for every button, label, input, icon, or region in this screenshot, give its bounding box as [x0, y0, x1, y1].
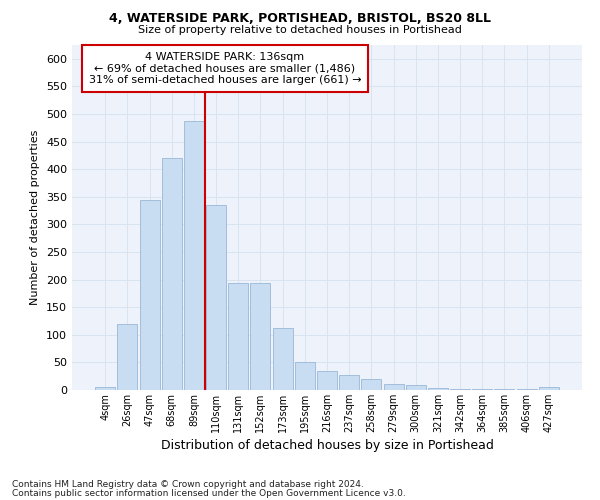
Bar [228, 284, 248, 390]
Text: 4 WATERSIDE PARK: 136sqm
← 69% of detached houses are smaller (1,486)
31% of sem: 4 WATERSIDE PARK: 136sqm ← 69% of detach… [89, 52, 361, 85]
Bar [95, 387, 115, 390]
Bar [383, 384, 404, 390]
Text: 4, WATERSIDE PARK, PORTISHEAD, BRISTOL, BS20 8LL: 4, WATERSIDE PARK, PORTISHEAD, BRISTOL, … [109, 12, 491, 26]
Bar [118, 324, 137, 390]
Bar [539, 387, 559, 390]
Bar [295, 362, 315, 390]
Bar [517, 389, 536, 390]
X-axis label: Distribution of detached houses by size in Portishead: Distribution of detached houses by size … [161, 439, 493, 452]
Text: Size of property relative to detached houses in Portishead: Size of property relative to detached ho… [138, 25, 462, 35]
Text: Contains public sector information licensed under the Open Government Licence v3: Contains public sector information licen… [12, 489, 406, 498]
Bar [250, 284, 271, 390]
Bar [184, 121, 204, 390]
Bar [428, 388, 448, 390]
Bar [339, 375, 359, 390]
Bar [317, 370, 337, 390]
Bar [406, 385, 426, 390]
Bar [450, 389, 470, 390]
Bar [361, 379, 382, 390]
Y-axis label: Number of detached properties: Number of detached properties [31, 130, 40, 305]
Bar [140, 200, 160, 390]
Bar [162, 158, 182, 390]
Bar [494, 389, 514, 390]
Text: Contains HM Land Registry data © Crown copyright and database right 2024.: Contains HM Land Registry data © Crown c… [12, 480, 364, 489]
Bar [472, 389, 492, 390]
Bar [272, 328, 293, 390]
Bar [206, 205, 226, 390]
